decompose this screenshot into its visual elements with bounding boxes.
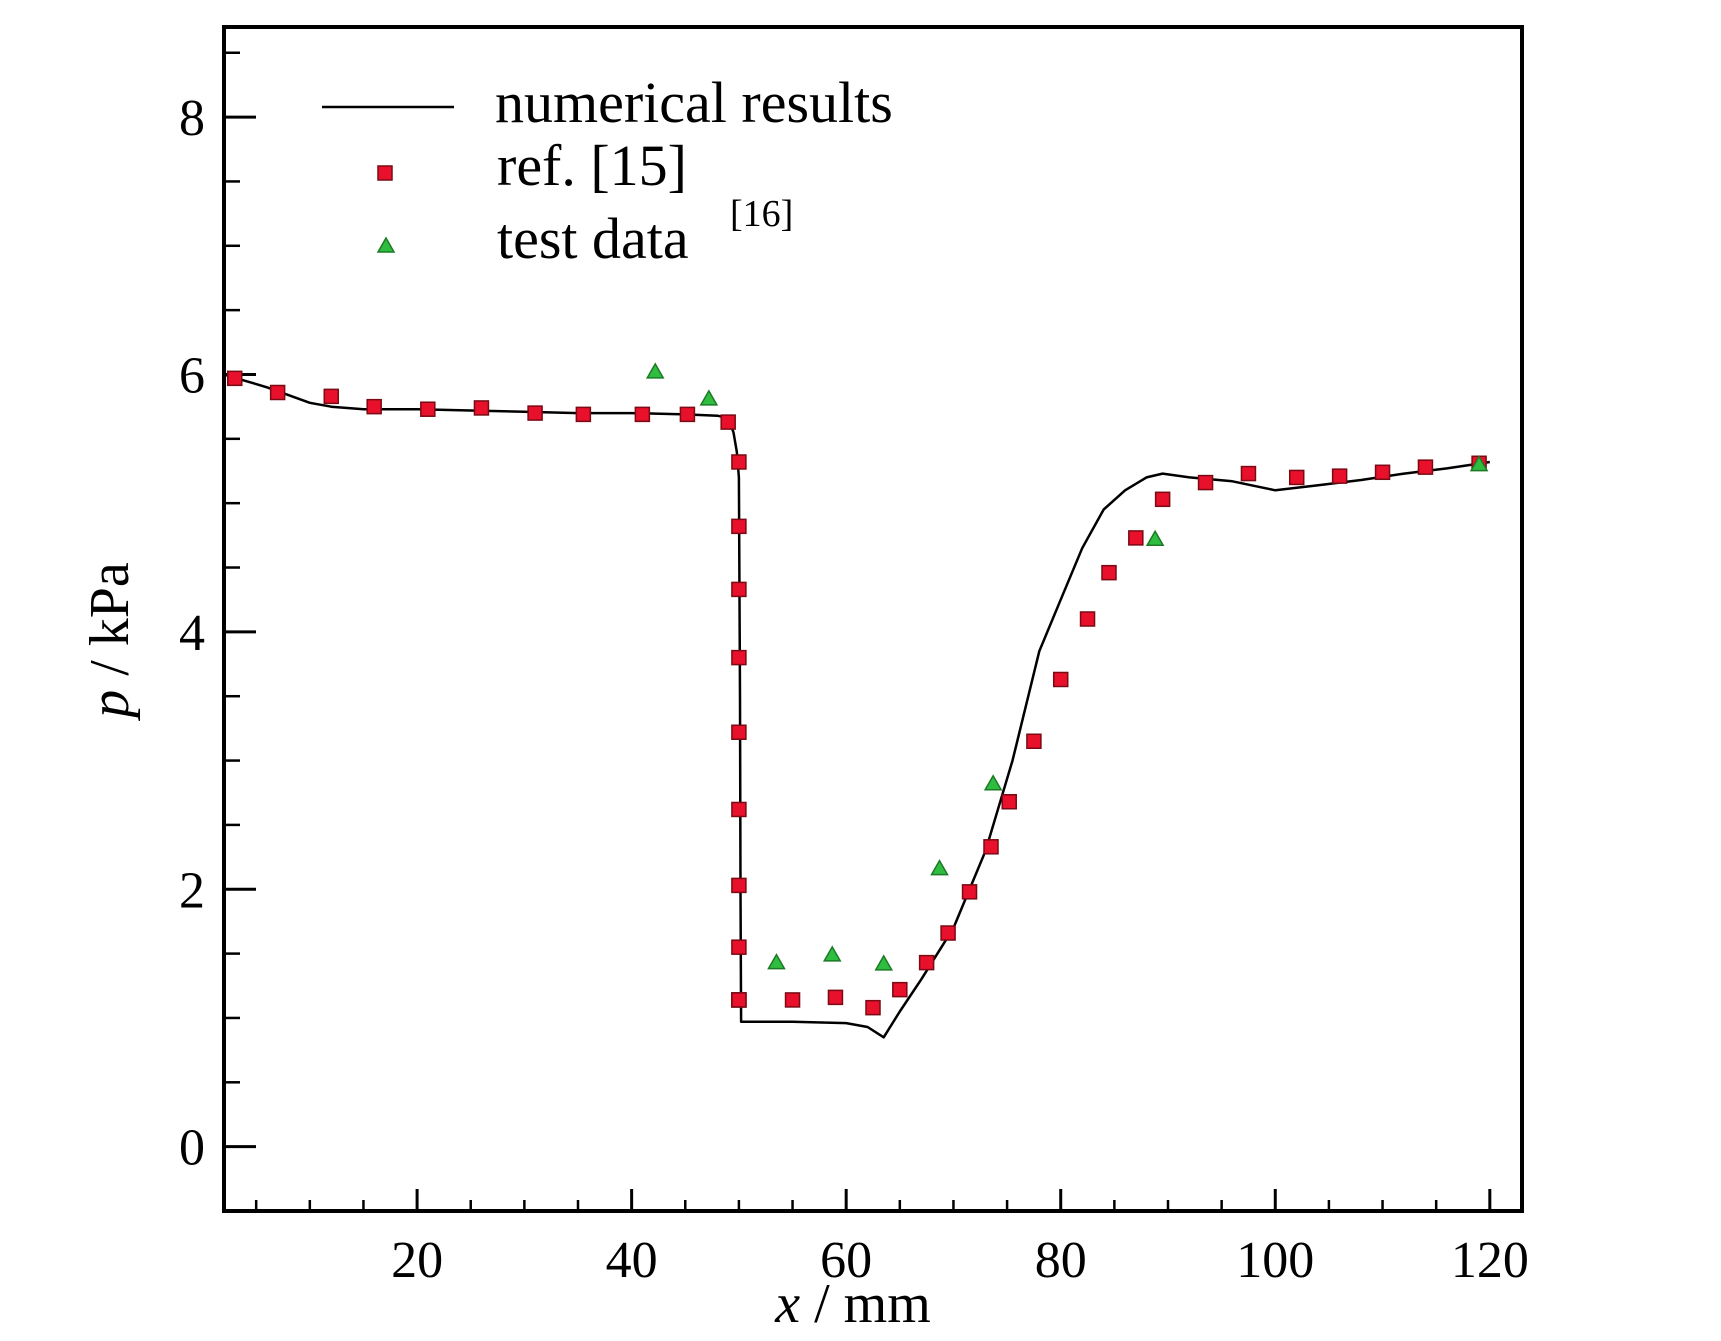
ref-15-marker	[1240, 465, 1257, 482]
ref-15-marker	[827, 989, 844, 1006]
plot-frame	[222, 25, 1524, 1213]
legend-label-test: test data	[497, 206, 689, 271]
test-data-marker	[1145, 529, 1165, 546]
ref-15-marker	[323, 388, 340, 405]
legend-label-test-superscript: [16]	[730, 193, 793, 235]
ref-15-marker	[1128, 530, 1144, 546]
y-tick-label: 8	[179, 90, 205, 147]
ref-15-marker	[720, 414, 736, 430]
ref-15-marker	[1001, 793, 1017, 810]
test-data-marker	[983, 774, 1003, 791]
ref-15-marker	[634, 406, 651, 423]
ref-15-marker	[892, 981, 908, 998]
y-axis-title: p / kPa	[79, 562, 141, 722]
ref-15-marker	[420, 401, 436, 417]
y-axis-unit: kPa	[79, 562, 141, 646]
ref-15-marker	[1026, 733, 1042, 750]
ref-15-marker	[269, 384, 286, 401]
test-data-marker	[699, 389, 719, 406]
ref-15-marker	[918, 954, 935, 971]
ref-15-marker	[731, 518, 747, 535]
y-tick-label: 0	[179, 1120, 205, 1177]
ref-15-marker	[1288, 469, 1305, 486]
ref-15-marker	[784, 992, 801, 1008]
ref-15-marker	[983, 839, 999, 855]
ref-15-marker	[731, 801, 747, 818]
x-tick-label: 60	[820, 1232, 872, 1289]
legend: numerical results ref. [15] test data [1…	[322, 70, 893, 271]
test-data-marker	[767, 953, 786, 970]
tick-labels: 20 40 60 80 100 120 0 2 4 6 8	[179, 90, 1529, 1289]
ref-15-marker	[1052, 671, 1069, 688]
ref-15-marker	[1154, 491, 1171, 508]
legend-square-swatch	[377, 165, 393, 181]
ref-15-marker	[527, 405, 543, 421]
ref-15-marker	[1101, 564, 1117, 581]
ref-15-marker	[731, 992, 747, 1008]
ref-15-marker	[679, 406, 696, 423]
x-tick-label: 20	[391, 1232, 443, 1289]
test-data-marker	[645, 362, 665, 379]
ref-15-marker	[1331, 468, 1348, 484]
y-tick-label: 4	[179, 605, 205, 662]
test-data-marker	[1469, 455, 1489, 472]
x-axis-separator: /	[814, 1273, 844, 1335]
ref-15-marker	[731, 939, 747, 955]
ref-15-marker	[1079, 611, 1096, 627]
data-series	[223, 362, 1490, 1039]
x-tick-label: 40	[606, 1232, 658, 1289]
ref-15-marker	[961, 884, 978, 900]
legend-triangle-swatch	[376, 236, 396, 253]
ref-15-marker	[226, 370, 243, 387]
x-axis-title: x / mm	[774, 1273, 931, 1335]
ref-15-marker	[731, 724, 747, 741]
y-tick-label: 2	[179, 862, 205, 919]
test-data-marker	[822, 945, 842, 962]
x-tick-label: 120	[1451, 1232, 1529, 1289]
ref-15-marker	[940, 925, 956, 941]
test-data-marker	[874, 954, 894, 971]
ref-15-marker	[865, 999, 881, 1016]
x-tick-label: 80	[1035, 1232, 1087, 1289]
y-axis-variable: p	[79, 690, 141, 722]
y-tick-label: 6	[179, 347, 205, 404]
x-tick-label: 100	[1236, 1232, 1314, 1289]
ref-15-marker	[731, 649, 747, 666]
ref-15-marker	[1197, 474, 1214, 491]
ref-15-marker	[473, 400, 490, 416]
ref-15-marker	[1417, 459, 1434, 475]
ref-15-marker	[731, 581, 747, 598]
x-axis-variable: x	[774, 1273, 800, 1335]
test-data-marker	[930, 859, 949, 876]
ref-15-marker	[1374, 464, 1391, 481]
ref-15-marker	[731, 877, 747, 894]
ref-15-marker	[575, 406, 592, 423]
x-axis-unit: mm	[844, 1273, 931, 1335]
ref-15-marker	[731, 454, 747, 470]
legend-label-ref: ref. [15]	[497, 133, 687, 198]
legend-label-numerical: numerical results	[495, 70, 893, 135]
ref-15-marker	[366, 398, 382, 415]
y-axis-separator: /	[79, 646, 141, 676]
